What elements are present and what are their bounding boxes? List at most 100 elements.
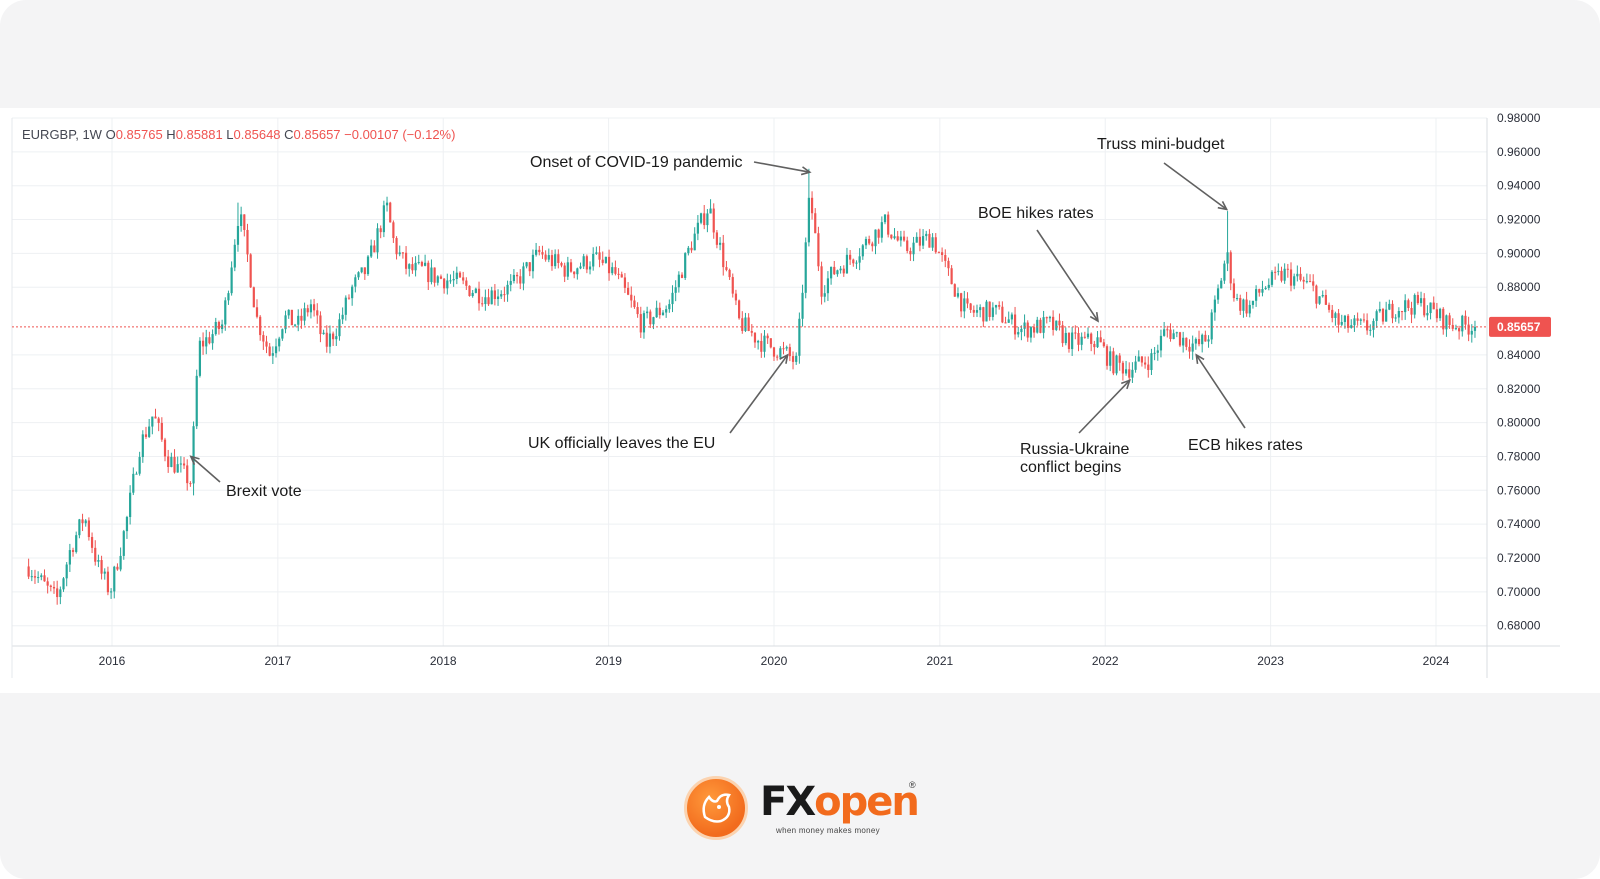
candle-body bbox=[167, 456, 170, 467]
candle-body bbox=[1356, 318, 1359, 321]
candle bbox=[167, 449, 170, 473]
y-tick-label: 0.68000 bbox=[1497, 619, 1541, 633]
candle-body bbox=[1239, 298, 1242, 311]
candle bbox=[1026, 320, 1029, 342]
candle bbox=[293, 323, 297, 328]
candle bbox=[446, 273, 449, 295]
candle-body bbox=[1159, 335, 1163, 351]
candle-body bbox=[906, 240, 909, 251]
candle bbox=[766, 333, 769, 344]
candle bbox=[979, 304, 982, 318]
candle bbox=[443, 277, 446, 294]
candle-body bbox=[706, 213, 709, 226]
candle bbox=[1318, 296, 1321, 305]
candle-body bbox=[994, 305, 998, 308]
candle-body bbox=[601, 259, 604, 263]
candle bbox=[109, 588, 113, 599]
candle bbox=[544, 250, 547, 262]
candle bbox=[1432, 296, 1435, 310]
candle-body bbox=[804, 242, 807, 293]
candle-body bbox=[855, 262, 858, 264]
candle-body bbox=[201, 340, 205, 347]
candle bbox=[734, 289, 738, 306]
registered-mark: ® bbox=[909, 780, 916, 790]
candle-body bbox=[252, 287, 255, 308]
candle bbox=[217, 320, 221, 335]
candle bbox=[278, 336, 281, 352]
candle bbox=[956, 287, 960, 299]
candle-body bbox=[1454, 328, 1458, 330]
candle bbox=[1175, 331, 1178, 338]
candle-body bbox=[97, 560, 100, 562]
candle bbox=[1178, 331, 1182, 348]
candle-body bbox=[163, 439, 167, 457]
candle bbox=[833, 260, 836, 275]
candle-body bbox=[614, 267, 617, 274]
candle-body bbox=[1261, 289, 1264, 293]
candle bbox=[1159, 329, 1163, 358]
annotation-label: Onset of COVID-19 pandemic bbox=[530, 154, 743, 171]
candle bbox=[1112, 347, 1115, 376]
candle-body bbox=[37, 577, 40, 579]
candle bbox=[1277, 263, 1280, 276]
candle bbox=[541, 245, 544, 259]
candle-body bbox=[531, 254, 535, 272]
candle bbox=[1413, 293, 1416, 319]
close-value: 0.85657 bbox=[294, 127, 341, 142]
candle-body bbox=[658, 307, 661, 316]
candle bbox=[27, 558, 30, 580]
candle bbox=[262, 331, 265, 350]
candle-body bbox=[1055, 320, 1058, 330]
candle bbox=[512, 269, 516, 284]
candle-body bbox=[433, 267, 436, 283]
annotation-arrow bbox=[1036, 229, 1099, 322]
grid bbox=[12, 117, 1487, 646]
candle-body bbox=[481, 303, 484, 305]
candle-body bbox=[1286, 268, 1289, 270]
candle bbox=[804, 237, 807, 299]
candle-body bbox=[1293, 276, 1296, 286]
candle bbox=[887, 211, 890, 238]
candle-body bbox=[414, 262, 417, 271]
candle bbox=[230, 261, 233, 296]
candle bbox=[1470, 324, 1473, 343]
candle bbox=[557, 249, 560, 269]
annotation-label: conflict begins bbox=[1020, 459, 1121, 476]
candle-body bbox=[1346, 315, 1350, 328]
candle-body bbox=[858, 256, 861, 263]
candle-body bbox=[684, 253, 687, 278]
candle-body bbox=[1067, 332, 1071, 350]
candle-body bbox=[845, 254, 849, 274]
candle bbox=[1226, 211, 1229, 272]
candle-body bbox=[588, 266, 592, 270]
candle bbox=[1058, 313, 1061, 331]
candle-body bbox=[33, 576, 37, 578]
candle-body bbox=[1229, 252, 1232, 284]
candle bbox=[582, 253, 585, 270]
candle-body bbox=[896, 236, 899, 241]
candle bbox=[769, 338, 772, 349]
candle-body bbox=[1150, 353, 1153, 371]
candle-body bbox=[1258, 289, 1261, 293]
candle-body bbox=[455, 272, 458, 280]
candle-body bbox=[297, 315, 300, 325]
candle bbox=[1442, 307, 1445, 335]
candle bbox=[535, 242, 538, 257]
candle bbox=[1419, 291, 1423, 307]
candle-body bbox=[1251, 300, 1255, 305]
candle-body bbox=[1226, 252, 1229, 264]
candle-body bbox=[62, 578, 65, 590]
candle bbox=[173, 449, 176, 474]
candle bbox=[1258, 288, 1261, 297]
candle-body bbox=[452, 279, 455, 281]
candle bbox=[633, 295, 636, 309]
candle-body bbox=[1255, 289, 1258, 301]
candlestick-chart[interactable]: 0.98000 0.96000 0.94000 0.92000 0.90000 0.880… bbox=[0, 108, 1600, 693]
candle-body bbox=[979, 307, 982, 311]
candle bbox=[224, 297, 227, 331]
candle-body bbox=[810, 197, 814, 214]
candle bbox=[1121, 360, 1124, 381]
candle bbox=[433, 267, 436, 287]
candle bbox=[1334, 311, 1337, 326]
candle-body bbox=[100, 560, 103, 574]
